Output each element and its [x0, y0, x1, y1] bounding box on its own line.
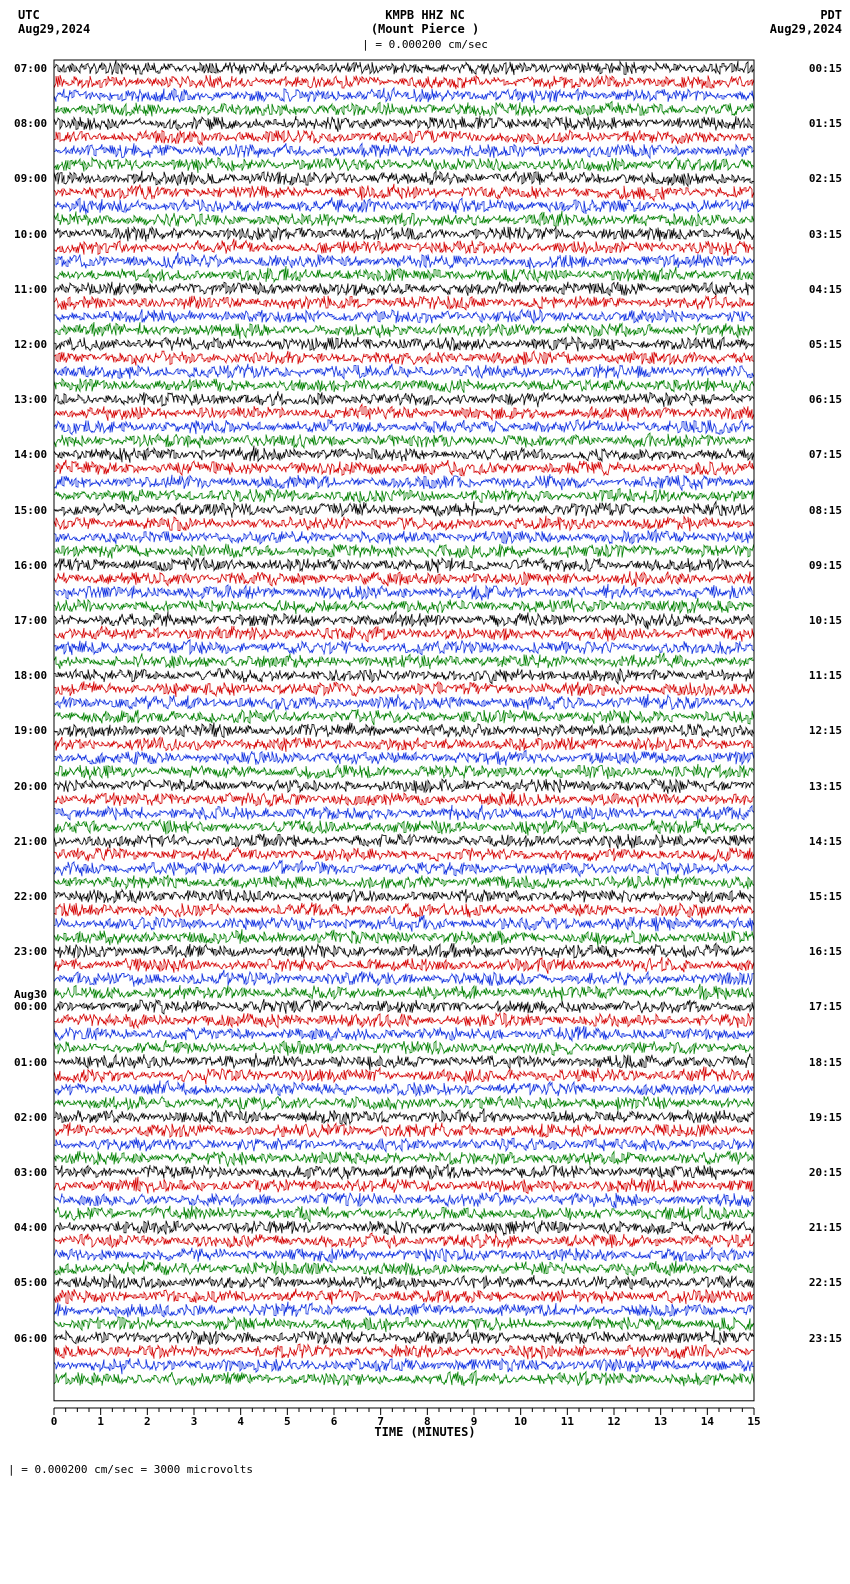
pdt-time-label: 10:15 [809, 614, 842, 627]
utc-time-label: 17:00 [14, 614, 47, 627]
svg-text:12: 12 [607, 1415, 620, 1427]
footer-scale: | = 0.000200 cm/sec = 3000 microvolts [8, 1463, 842, 1476]
pdt-time-label: 11:15 [809, 669, 842, 682]
utc-time-label: 18:00 [14, 669, 47, 682]
utc-time-label: 16:00 [14, 559, 47, 572]
svg-text:2: 2 [144, 1415, 151, 1427]
utc-time-label: 04:00 [14, 1221, 47, 1234]
svg-text:11: 11 [561, 1415, 575, 1427]
pdt-time-label: 07:15 [809, 448, 842, 461]
svg-text:5: 5 [284, 1415, 291, 1427]
utc-time-label: 05:00 [14, 1276, 47, 1289]
utc-time-label: 07:00 [14, 62, 47, 75]
utc-time-label: 10:00 [14, 228, 47, 241]
scale-note: | = 0.000200 cm/sec [362, 38, 488, 51]
utc-time-label: 01:00 [14, 1056, 47, 1069]
seismic-traces [8, 58, 802, 1403]
svg-text:10: 10 [514, 1415, 527, 1427]
svg-text:6: 6 [331, 1415, 338, 1427]
pdt-time-label: 16:15 [809, 945, 842, 958]
utc-time-label: 08:00 [14, 117, 47, 130]
pdt-time-label: 04:15 [809, 283, 842, 296]
pdt-time-label: 13:15 [809, 780, 842, 793]
svg-text:14: 14 [701, 1415, 715, 1427]
utc-time-label: 15:00 [14, 504, 47, 517]
utc-time-label: 02:00 [14, 1111, 47, 1124]
svg-text:15: 15 [747, 1415, 760, 1427]
utc-time-label: 14:00 [14, 448, 47, 461]
svg-text:1: 1 [97, 1415, 104, 1427]
pdt-label: PDT [820, 8, 842, 22]
svg-text:0: 0 [51, 1415, 58, 1427]
pdt-time-label: 12:15 [809, 724, 842, 737]
left-time-axis: 07:00 08:00 09:00 10:00 11:00 12:00 13:00 14:00… [8, 58, 50, 1403]
pdt-date: Aug29,2024 [770, 22, 842, 36]
x-axis-label: TIME (MINUTES) [374, 1425, 475, 1439]
utc-time-label: 23:00 [14, 945, 47, 958]
pdt-time-label: 20:15 [809, 1166, 842, 1179]
pdt-time-label: 01:15 [809, 117, 842, 130]
utc-time-label: 12:00 [14, 338, 47, 351]
pdt-time-label: 23:15 [809, 1332, 842, 1345]
utc-time-label: 13:00 [14, 393, 47, 406]
x-axis: 0123456789101112131415 TIME (MINUTES) [8, 1407, 842, 1443]
pdt-time-label: 21:15 [809, 1221, 842, 1234]
pdt-time-label: 17:15 [809, 1000, 842, 1013]
utc-label: UTC [18, 8, 40, 22]
header: UTC Aug29,2024 PDT Aug29,2024 KMPB HHZ N… [8, 8, 842, 58]
pdt-time-label: 05:15 [809, 338, 842, 351]
utc-time-label: 19:00 [14, 724, 47, 737]
pdt-time-label: 14:15 [809, 835, 842, 848]
pdt-time-label: 03:15 [809, 228, 842, 241]
utc-time-label: 00:00 [14, 1000, 47, 1013]
seismogram-container: UTC Aug29,2024 PDT Aug29,2024 KMPB HHZ N… [8, 8, 842, 1476]
station-code: KMPB HHZ NC [385, 8, 464, 22]
pdt-time-label: 19:15 [809, 1111, 842, 1124]
utc-time-label: 21:00 [14, 835, 47, 848]
utc-time-label: 09:00 [14, 172, 47, 185]
utc-time-label: 20:00 [14, 780, 47, 793]
pdt-time-label: 15:15 [809, 890, 842, 903]
utc-time-label: 06:00 [14, 1332, 47, 1345]
svg-text:4: 4 [237, 1415, 244, 1427]
utc-time-label: 03:00 [14, 1166, 47, 1179]
utc-date: Aug29,2024 [18, 22, 90, 36]
pdt-time-label: 08:15 [809, 504, 842, 517]
station-location: (Mount Pierce ) [371, 22, 479, 36]
pdt-time-label: 06:15 [809, 393, 842, 406]
pdt-time-label: 00:15 [809, 62, 842, 75]
pdt-time-label: 18:15 [809, 1056, 842, 1069]
plot-area: 07:00 08:00 09:00 10:00 11:00 12:00 13:00 14:00… [8, 58, 842, 1403]
day-marker: Aug30 [14, 988, 47, 1001]
utc-time-label: 22:00 [14, 890, 47, 903]
pdt-time-label: 22:15 [809, 1276, 842, 1289]
pdt-time-label: 02:15 [809, 172, 842, 185]
x-axis-ticks: 0123456789101112131415 [8, 1407, 802, 1427]
svg-text:13: 13 [654, 1415, 667, 1427]
utc-time-label: 11:00 [14, 283, 47, 296]
right-time-axis: 00:15 01:15 02:15 03:15 04:15 05:15 06:15 07:15… [802, 58, 842, 1403]
svg-text:3: 3 [191, 1415, 198, 1427]
pdt-time-label: 09:15 [809, 559, 842, 572]
